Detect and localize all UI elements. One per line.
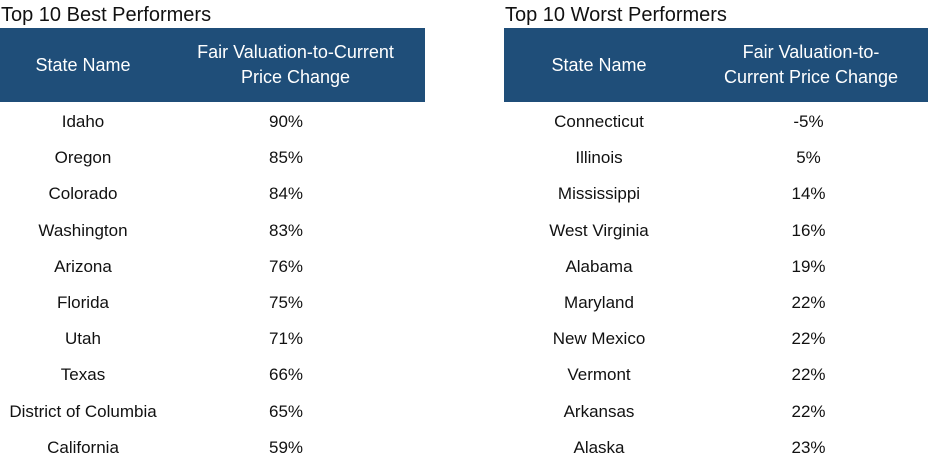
- state-name-cell: Alaska: [573, 437, 625, 457]
- state-name-header: State Name: [551, 54, 647, 75]
- table-row: Texas 66%: [0, 357, 425, 393]
- state-name-cell: Connecticut: [554, 112, 644, 132]
- price-change-header: Fair Valuation-to-Current Price Change: [166, 40, 425, 90]
- state-name-cell: Arkansas: [563, 401, 635, 421]
- table-row: Illinois 5%: [504, 140, 928, 176]
- state-name-cell: New Mexico: [552, 329, 646, 349]
- best-performers-title: Top 10 Best Performers: [1, 4, 212, 26]
- table-row: Utah 71%: [0, 321, 425, 357]
- state-name-cell: Florida: [57, 293, 109, 313]
- table-row: New Mexico 22%: [504, 321, 928, 357]
- state-name-cell: Alabama: [565, 256, 633, 276]
- table-row: Alaska 23%: [504, 430, 928, 466]
- table-row: Arizona 76%: [0, 249, 425, 285]
- state-name-cell: Colorado: [48, 184, 118, 204]
- state-name-cell: West Virginia: [549, 220, 649, 240]
- price-change-header-line1: Fair Valuation-to-Current: [197, 42, 394, 62]
- price-change-cell: 22%: [791, 401, 826, 421]
- price-change-cell: 65%: [268, 401, 304, 421]
- worst-performers-rows: Connecticut -5% Illinois 5% Mississippi 14%…: [504, 102, 928, 466]
- price-change-header-line1: Fair Valuation-to-: [742, 42, 880, 62]
- state-name-cell: District of Columbia: [9, 401, 157, 421]
- best-performers-panel: Top 10 Best Performers State Name Fair V…: [0, 0, 425, 466]
- table-row: Vermont 22%: [504, 357, 928, 393]
- table-row: Colorado 84%: [0, 176, 425, 212]
- price-change-cell: 90%: [268, 112, 304, 132]
- price-change-cell: 22%: [791, 365, 826, 385]
- price-change-header-line2: Price Change: [240, 67, 351, 87]
- price-change-cell: 5%: [796, 148, 821, 168]
- table-row: Idaho 90%: [0, 104, 425, 140]
- table-row: West Virginia 16%: [504, 213, 928, 249]
- state-name-cell: Vermont: [567, 365, 631, 385]
- table-row: Connecticut -5%: [504, 104, 928, 140]
- price-change-cell: 16%: [791, 220, 826, 240]
- state-name-cell: Texas: [60, 365, 106, 385]
- state-name-cell: Maryland: [564, 293, 634, 313]
- table-row: Florida 75%: [0, 285, 425, 321]
- table-row: Maryland 22%: [504, 285, 928, 321]
- state-name-cell: California: [47, 437, 119, 457]
- state-name-cell: Arizona: [54, 256, 112, 276]
- state-name-header: State Name: [35, 54, 131, 75]
- price-change-header: Fair Valuation-to- Current Price Change: [694, 40, 928, 90]
- price-change-cell: 76%: [268, 256, 304, 276]
- table-row: District of Columbia 65%: [0, 394, 425, 430]
- state-name-cell: Washington: [38, 220, 128, 240]
- state-name-cell: Utah: [65, 329, 101, 349]
- worst-performers-header: State Name Fair Valuation-to- Current Pr…: [504, 28, 928, 102]
- price-change-cell: 66%: [268, 365, 304, 385]
- table-row: Oregon 85%: [0, 140, 425, 176]
- price-change-cell: 59%: [268, 437, 304, 457]
- price-change-cell: 19%: [791, 256, 826, 276]
- best-performers-header: State Name Fair Valuation-to-Current Pri…: [0, 28, 425, 102]
- state-name-cell: Mississippi: [557, 184, 641, 204]
- price-change-cell: 85%: [268, 148, 304, 168]
- state-name-cell: Idaho: [61, 112, 105, 132]
- worst-performers-panel: Top 10 Worst Performers State Name Fair …: [504, 0, 928, 466]
- state-name-cell: Illinois: [575, 148, 623, 168]
- price-change-cell: 14%: [791, 184, 826, 204]
- worst-performers-title: Top 10 Worst Performers: [505, 4, 727, 26]
- table-row: Alabama 19%: [504, 249, 928, 285]
- price-change-cell: 22%: [791, 293, 826, 313]
- table-row: Mississippi 14%: [504, 176, 928, 212]
- price-change-cell: 71%: [268, 329, 304, 349]
- price-change-cell: -5%: [793, 112, 824, 132]
- table-row: Washington 83%: [0, 213, 425, 249]
- table-row: Arkansas 22%: [504, 394, 928, 430]
- price-change-cell: 84%: [268, 184, 304, 204]
- price-change-cell: 23%: [791, 437, 826, 457]
- price-change-cell: 22%: [791, 329, 826, 349]
- best-performers-rows: Idaho 90% Oregon 85% Colorado 84% Washingto…: [0, 102, 425, 466]
- price-change-cell: 75%: [268, 293, 304, 313]
- price-change-cell: 83%: [268, 220, 304, 240]
- table-row: California 59%: [0, 430, 425, 466]
- price-change-header-line2: Current Price Change: [723, 67, 899, 87]
- state-name-cell: Oregon: [54, 148, 112, 168]
